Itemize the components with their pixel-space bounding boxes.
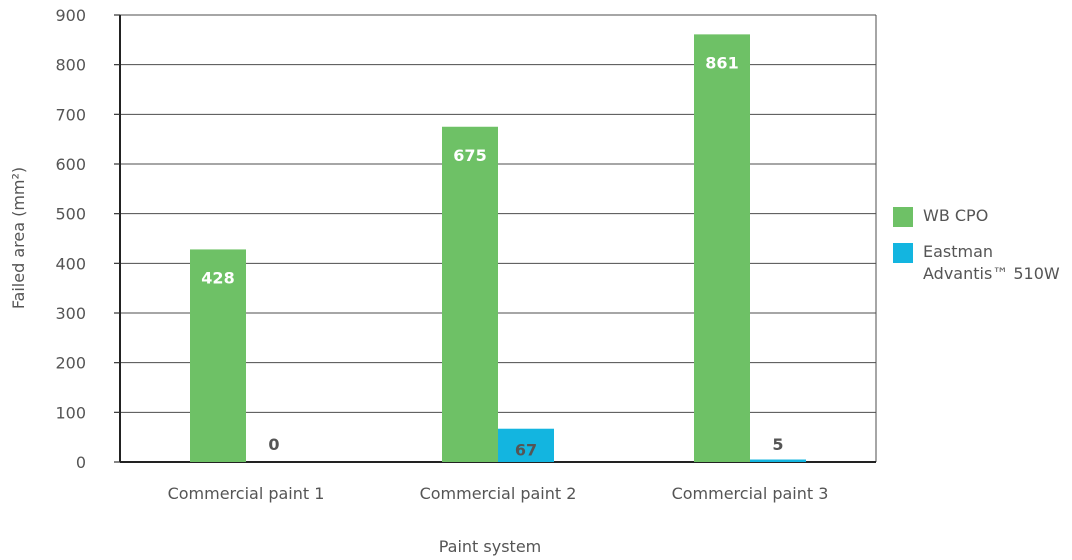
y-axis-title: Failed area (mm²) xyxy=(9,167,28,309)
y-tick-label: 400 xyxy=(55,254,86,273)
bars xyxy=(190,34,806,463)
bar-wb-cpo xyxy=(190,249,246,462)
data-label: 428 xyxy=(201,268,234,287)
x-tick-label: Commercial paint 2 xyxy=(420,484,577,503)
y-tick-label: 900 xyxy=(55,6,86,25)
x-tick-label: Commercial paint 3 xyxy=(672,484,829,503)
legend-swatch-eastman-advantis xyxy=(893,243,913,263)
data-label: 861 xyxy=(705,53,738,72)
legend-item-eastman-advantis: Eastman Advantis™ 510W xyxy=(893,241,1068,285)
legend-label: WB CPO xyxy=(923,206,989,225)
y-tick-label: 100 xyxy=(55,403,86,422)
legend-label: Advantis™ 510W xyxy=(923,264,1060,283)
data-labels: 428 0 675 67 861 5 xyxy=(201,53,783,459)
data-label: 675 xyxy=(453,146,486,165)
bar-wb-cpo xyxy=(442,126,498,462)
y-tick-label: 800 xyxy=(55,56,86,75)
legend-item-wb-cpo: WB CPO xyxy=(893,205,1068,227)
data-label: 5 xyxy=(772,435,783,454)
bar-chart: 0 100 200 300 400 500 600 700 800 900 428 0 675 67 86… xyxy=(9,6,877,556)
legend: WB CPO Eastman Advantis™ 510W xyxy=(893,205,1068,299)
x-axis-ticks: Commercial paint 1 Commercial paint 2 Comm… xyxy=(168,484,829,503)
y-tick-label: 300 xyxy=(55,304,86,323)
y-tick-label: 600 xyxy=(55,155,86,174)
bar-eastman-advantis xyxy=(498,428,554,462)
y-tick-label: 500 xyxy=(55,205,86,224)
legend-swatch-wb-cpo xyxy=(893,207,913,227)
x-axis-title: Paint system xyxy=(439,537,542,556)
legend-label: Eastman xyxy=(923,242,994,261)
bar-eastman-advantis xyxy=(750,459,806,462)
y-tick-label: 0 xyxy=(76,453,86,472)
y-axis-ticks: 0 100 200 300 400 500 600 700 800 900 xyxy=(55,6,120,472)
data-label: 0 xyxy=(268,435,279,454)
y-tick-label: 700 xyxy=(55,105,86,124)
bar-wb-cpo xyxy=(694,34,750,463)
data-label: 67 xyxy=(515,441,537,460)
x-tick-label: Commercial paint 1 xyxy=(168,484,325,503)
y-tick-label: 200 xyxy=(55,354,86,373)
